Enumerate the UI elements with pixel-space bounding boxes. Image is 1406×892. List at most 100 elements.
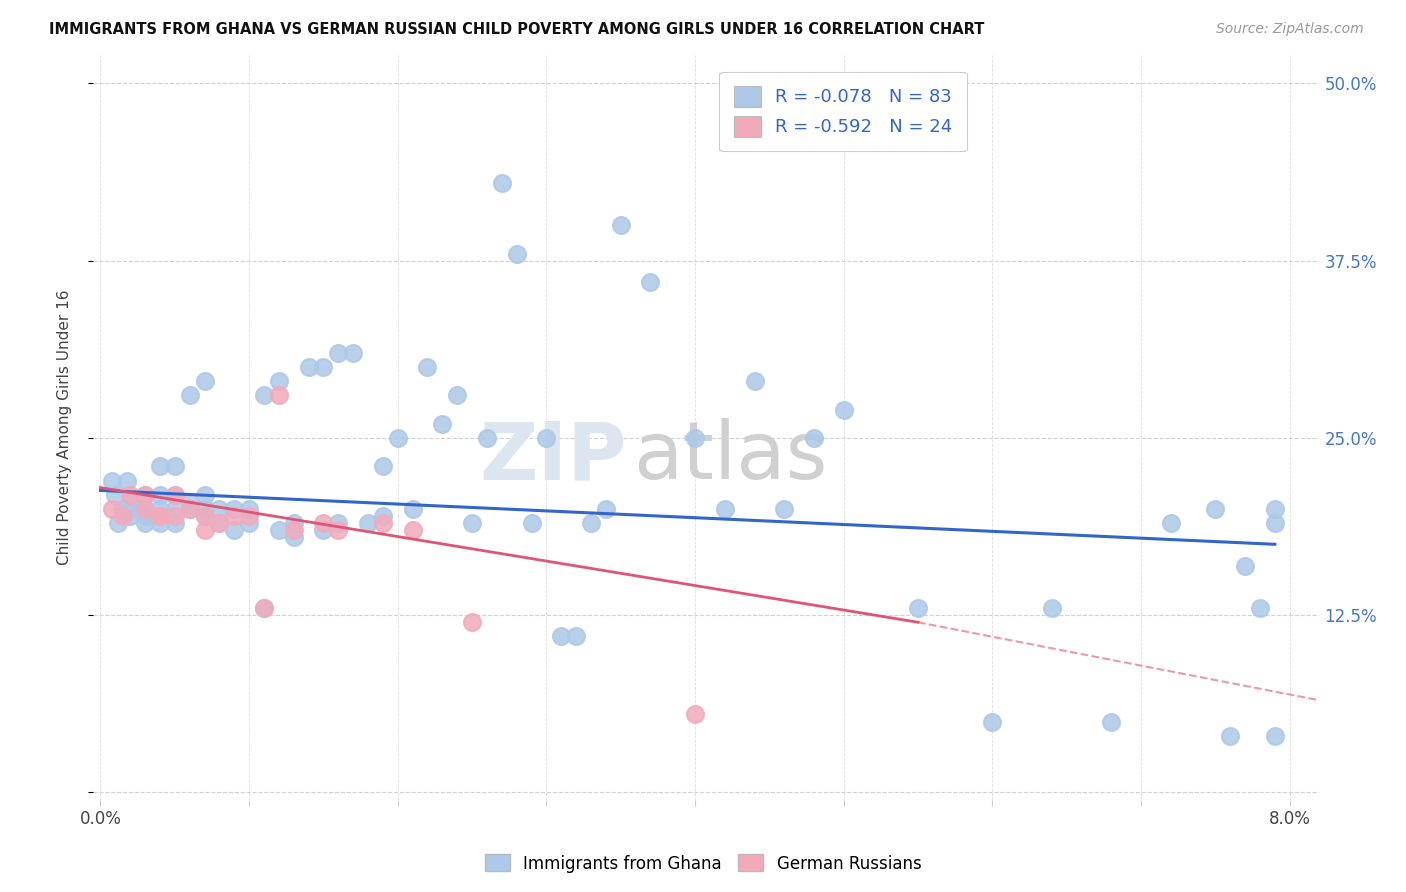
Point [253,601,276,615]
Point [371,516,394,530]
Point [267,523,290,537]
Point [579,516,602,530]
Point [149,508,172,523]
Point [267,374,290,388]
Point [253,388,276,402]
Point [683,431,706,445]
Point [193,508,215,523]
Point [595,501,617,516]
Point [328,346,350,360]
Point [208,501,231,516]
Point [163,508,186,523]
Point [127,501,149,516]
Point [475,431,498,445]
Point [1264,729,1286,743]
Point [565,630,588,644]
Text: Source: ZipAtlas.com: Source: ZipAtlas.com [1216,22,1364,37]
Point [120,495,142,509]
Point [371,459,394,474]
Point [101,474,124,488]
Point [461,615,484,630]
Point [224,523,246,537]
Point [267,388,290,402]
Point [149,508,172,523]
Point [432,417,454,431]
Point [610,219,633,233]
Point [773,501,796,516]
Point [550,630,572,644]
Point [283,523,305,537]
Point [1234,558,1257,573]
Point [297,360,319,375]
Point [714,501,737,516]
Point [371,508,394,523]
Point [416,360,439,375]
Point [111,508,134,523]
Point [328,523,350,537]
Point [1219,729,1241,743]
Point [907,601,929,615]
Point [401,501,423,516]
Point [328,516,350,530]
Point [208,516,231,530]
Point [744,374,766,388]
Point [208,516,231,530]
Point [401,523,423,537]
Point [104,488,127,502]
Point [193,501,215,516]
Point [163,488,186,502]
Point [149,488,172,502]
Point [120,488,142,502]
Point [224,501,246,516]
Point [683,707,706,722]
Point [342,346,364,360]
Text: atlas: atlas [633,418,827,496]
Legend: Immigrants from Ghana, German Russians: Immigrants from Ghana, German Russians [478,847,928,880]
Point [134,488,156,502]
Point [134,516,156,530]
Point [149,501,172,516]
Point [1264,501,1286,516]
Point [149,459,172,474]
Point [193,488,215,502]
Point [312,523,335,537]
Point [387,431,409,445]
Point [1160,516,1182,530]
Text: IMMIGRANTS FROM GHANA VS GERMAN RUSSIAN CHILD POVERTY AMONG GIRLS UNDER 16 CORRE: IMMIGRANTS FROM GHANA VS GERMAN RUSSIAN … [49,22,984,37]
Point [134,501,156,516]
Point [224,508,246,523]
Point [193,374,215,388]
Point [134,488,156,502]
Point [1264,516,1286,530]
Point [101,501,124,516]
Point [446,388,468,402]
Point [179,501,201,516]
Point [179,501,201,516]
Point [536,431,558,445]
Point [111,501,134,516]
Point [163,516,186,530]
Point [520,516,543,530]
Point [107,516,129,530]
Point [179,388,201,402]
Point [134,508,156,523]
Point [115,474,138,488]
Point [179,495,201,509]
Point [238,508,260,523]
Point [640,275,662,289]
Point [1099,714,1122,729]
Point [253,601,276,615]
Point [283,530,305,544]
Point [163,488,186,502]
Text: ZIP: ZIP [479,418,627,496]
Point [193,523,215,537]
Point [193,508,215,523]
Point [461,516,484,530]
Point [238,516,260,530]
Point [163,459,186,474]
Point [149,516,172,530]
Point [134,501,156,516]
Point [283,516,305,530]
Point [1040,601,1063,615]
Point [312,516,335,530]
